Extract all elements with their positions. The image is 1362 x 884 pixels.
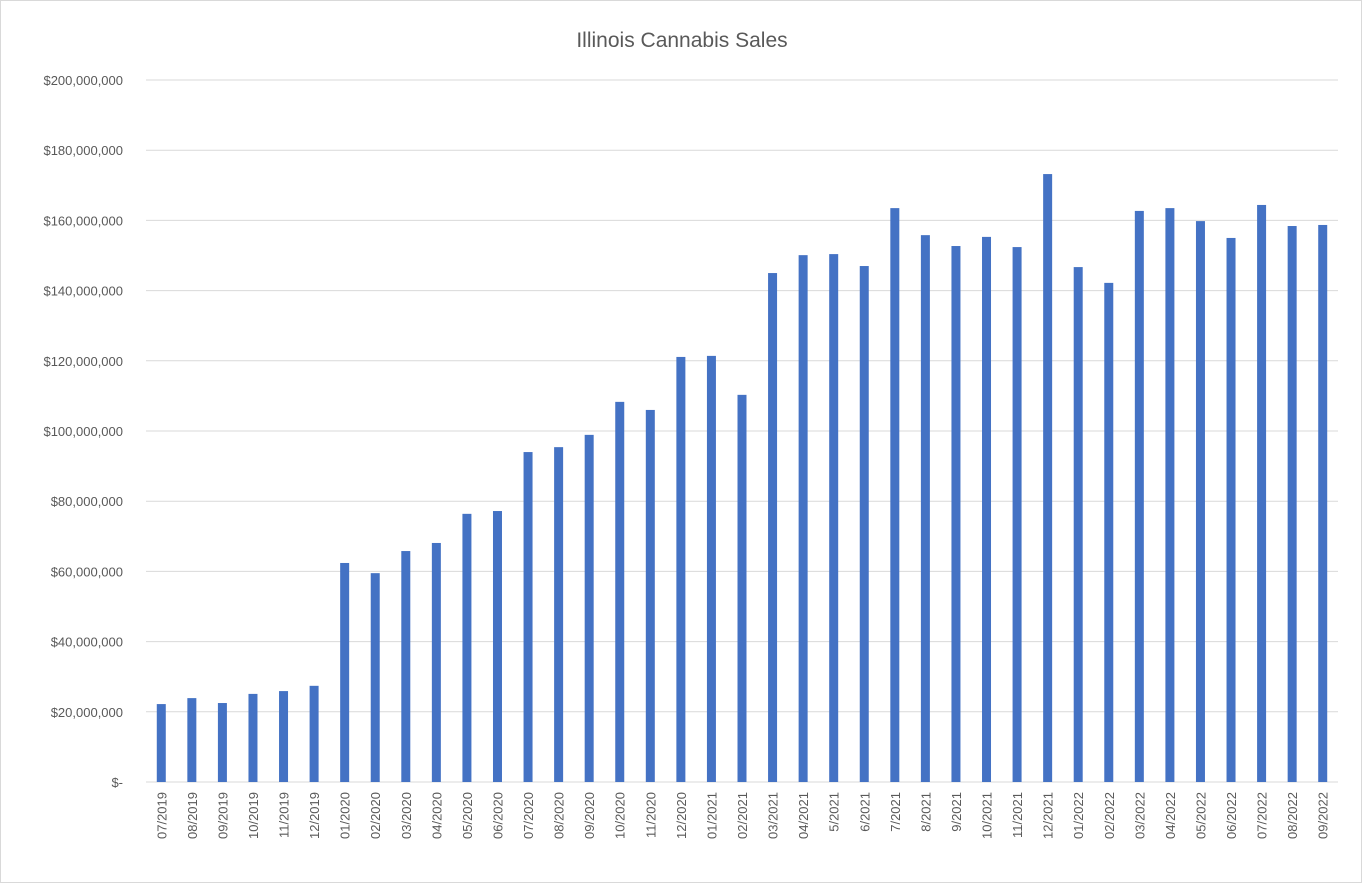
x-tick-label: 01/2022 [1071,792,1086,839]
bar [248,693,258,782]
bar [1012,247,1022,783]
y-tick-label: $180,000,000 [43,143,123,158]
bar [156,704,166,782]
x-tick-label: 02/2022 [1102,792,1117,839]
bar [1226,237,1236,782]
bar [615,401,625,782]
x-tick-label: 10/2021 [980,792,995,839]
x-tick-label: 11/2020 [643,792,658,838]
x-tick-label: 05/2022 [1193,792,1208,839]
x-tick-label: 07/2019 [154,792,169,839]
bar [523,452,533,782]
y-tick-label: $20,000,000 [51,705,123,720]
x-tick-label: 06/2022 [1224,792,1239,839]
bar [1104,282,1114,782]
x-axis-ticks: 07/2019 08/2019 09/2019 10/2019 11/2019 12/20… [154,792,1330,839]
bar [890,208,900,783]
bar [1043,174,1053,782]
x-tick-label: 06/2020 [490,792,505,839]
x-tick-label: 11/2021 [1010,792,1025,838]
y-axis-ticks: $- $20,000,000 $40,000,000 $60,000,000 $80,0… [43,73,123,790]
y-tick-label: $80,000,000 [51,494,123,509]
x-tick-label: 08/2019 [185,792,200,839]
bar [340,562,350,782]
x-tick-label: 08/2022 [1285,792,1300,839]
x-tick-label: 11/2019 [277,792,292,838]
x-tick-label: 10/2019 [246,792,261,839]
y-tick-label: $140,000,000 [43,284,123,299]
chart-title: Illinois Cannabis Sales [576,29,787,52]
bar [1165,208,1175,783]
x-tick-label: 12/2019 [307,792,322,839]
y-tick-label: $160,000,000 [43,213,123,228]
x-tick-label: 03/2021 [766,792,781,839]
x-tick-label: 04/2020 [429,792,444,839]
bar [859,266,869,782]
x-tick-label: 04/2022 [1163,792,1178,839]
x-tick-label: 10/2020 [613,792,628,839]
bar [431,542,441,782]
bar [279,691,289,782]
bar [554,447,564,782]
x-tick-label: 7/2021 [888,792,903,832]
x-tick-label: 05/2020 [460,792,475,839]
y-tick-label: $- [111,775,123,790]
y-tick-label: $100,000,000 [43,424,123,439]
bar [492,511,502,782]
bar [645,409,655,782]
x-tick-label: 02/2020 [368,792,383,839]
x-tick-label: 03/2022 [1132,792,1147,839]
bar [737,394,747,782]
x-tick-label: 07/2020 [521,792,536,839]
x-tick-label: 03/2020 [399,792,414,839]
x-tick-label: 01/2021 [704,792,719,839]
y-tick-label: $200,000,000 [43,73,123,88]
x-tick-label: 09/2020 [582,792,597,839]
bar [370,573,380,782]
bar [217,703,227,782]
bar [1195,221,1205,783]
bar [462,513,472,782]
bar [1134,210,1144,783]
x-tick-label: 09/2019 [215,792,230,839]
bar [309,685,319,782]
bar [920,235,930,783]
x-tick-label: 9/2021 [949,792,964,832]
x-tick-label: 09/2022 [1316,792,1331,839]
x-tick-label: 5/2021 [827,792,842,832]
x-tick-label: 6/2021 [857,792,872,832]
bar [1287,226,1297,783]
bar [1073,267,1083,782]
bars [156,174,1328,783]
x-tick-label: 04/2021 [796,792,811,839]
y-tick-label: $40,000,000 [51,635,123,650]
x-tick-label: 8/2021 [918,792,933,832]
x-tick-label: 08/2020 [552,792,567,839]
bar [706,355,716,782]
bar [798,255,808,783]
bar [401,551,411,782]
x-tick-label: 01/2020 [338,792,353,839]
y-tick-label: $120,000,000 [43,354,123,369]
x-tick-label: 02/2021 [735,792,750,839]
bar [982,236,992,783]
bar [187,698,197,782]
bar [1257,204,1267,782]
bar [676,356,686,782]
x-tick-label: 07/2022 [1255,792,1270,839]
bar [829,254,839,782]
bar [1318,224,1328,782]
y-tick-label: $60,000,000 [51,564,123,579]
bar [768,273,778,782]
x-tick-label: 12/2020 [674,792,689,839]
x-tick-label: 12/2021 [1041,792,1056,839]
bar [584,434,594,782]
bar [951,246,961,782]
